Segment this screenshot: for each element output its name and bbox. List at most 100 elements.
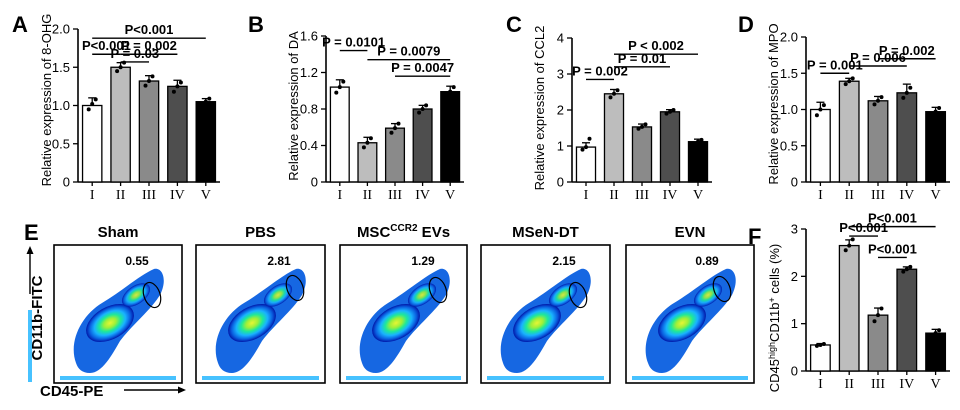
panel-e-xlabel: CD45-PE bbox=[40, 383, 103, 400]
flow-gate-value: 2.15 bbox=[552, 254, 576, 268]
flow-baseline-strip bbox=[632, 376, 748, 380]
flow-plot-title-sup: CCR2 bbox=[390, 223, 418, 234]
flow-plot: EVN 0.89 bbox=[625, 224, 755, 384]
panel-a-bar bbox=[81, 104, 103, 183]
panel-b-category-label: III bbox=[388, 188, 402, 203]
panel-f-data-point bbox=[904, 267, 909, 272]
flow-gate bbox=[285, 274, 305, 302]
panel-a-ytick-label: 2.0 bbox=[52, 22, 70, 37]
panel-f-bar bbox=[925, 332, 947, 372]
panel-c-data-point bbox=[584, 145, 588, 150]
panel-f-ylabel: CD45highCD11b+ cells (%) bbox=[767, 244, 782, 393]
panel-a-data-point bbox=[118, 65, 123, 70]
panel-a-data-point bbox=[178, 80, 183, 85]
panel-c-data-point bbox=[664, 111, 669, 116]
flow-baseline-strip bbox=[60, 376, 176, 380]
panel-a-ytick-label: 1.5 bbox=[52, 60, 70, 75]
panel-d-significance-label: P = 0.002 bbox=[879, 43, 935, 58]
panel-f-data-point bbox=[872, 319, 877, 324]
panel-d-significance-label: P = 0.006 bbox=[850, 50, 906, 65]
panel-d-data-point bbox=[904, 90, 909, 95]
panel-d-category-label: I bbox=[818, 188, 823, 203]
panel-a-ylabel: Relative expression of 8-OHG bbox=[39, 14, 54, 187]
panel-a-data-point bbox=[203, 99, 208, 104]
panel-a-data-point bbox=[175, 84, 180, 89]
panel-f-bar bbox=[896, 268, 918, 372]
panel-d-data-point bbox=[901, 95, 906, 100]
panel-f-data-point bbox=[937, 328, 942, 333]
panel-a-data-point bbox=[143, 83, 148, 88]
panel-e-ylabel: CD11b-FITC bbox=[29, 275, 46, 360]
panel-a-data-point bbox=[207, 96, 212, 101]
panel-d-data-point bbox=[814, 113, 819, 118]
panel-c-data-point bbox=[692, 141, 697, 146]
flow-gate-value: 1.29 bbox=[411, 254, 435, 268]
panel-d-data-point bbox=[843, 82, 848, 87]
panel-f-ytick-label: 2 bbox=[791, 269, 798, 284]
panel-d-bar bbox=[838, 80, 860, 183]
flow-baseline-strip bbox=[202, 376, 319, 380]
panel-a-bar bbox=[167, 85, 188, 183]
panel-f-data-point bbox=[901, 269, 906, 274]
panel-d-data-point bbox=[937, 106, 942, 111]
panel-a-data-point bbox=[200, 103, 205, 108]
panel-b-data-point bbox=[361, 145, 366, 150]
panel-f-significance-label: P<0.001 bbox=[868, 211, 917, 226]
flow-density-arm bbox=[693, 283, 723, 307]
flow-gate bbox=[142, 281, 162, 309]
panel-b-data-point bbox=[424, 103, 429, 108]
panel-f-bar bbox=[809, 344, 831, 372]
panel-f-ylabel-c: CD11b bbox=[767, 302, 782, 342]
panel-a-significance-label: P = 0.03 bbox=[111, 46, 160, 61]
panel-f-significance-label: P<0.001 bbox=[868, 241, 917, 256]
flow-baseline-strip bbox=[487, 376, 604, 380]
flow-plot: PBS 2.81 bbox=[195, 224, 326, 384]
panel-c-ytick-label: 4 bbox=[557, 31, 564, 46]
panel-c-ytick-label: 1 bbox=[557, 139, 564, 154]
flow-plot-title-suffix: EVs bbox=[418, 224, 451, 241]
panel-c-ylabel: Relative expression of CCL2 bbox=[532, 26, 547, 191]
panel-f-data-point bbox=[847, 243, 852, 248]
panel-b-category-label: I bbox=[337, 188, 342, 203]
panel-c-data-point bbox=[636, 126, 641, 131]
panel-c-significance-label: P < 0.002 bbox=[628, 38, 684, 53]
flow-plot-title-main: EVN bbox=[675, 224, 706, 241]
panel-d-category-label: V bbox=[931, 188, 941, 203]
panel-letter-e: E bbox=[24, 220, 39, 245]
flow-gate bbox=[568, 281, 588, 309]
flow-plot-title-main: Sham bbox=[98, 224, 139, 241]
flow-gate-value: 0.55 bbox=[125, 254, 149, 268]
panel-f-data-point bbox=[908, 264, 913, 269]
panel-d-ytick-label: 0.5 bbox=[780, 138, 798, 153]
panel-c-data-point bbox=[608, 95, 613, 100]
panel-f-data-point bbox=[821, 342, 826, 347]
panel-d-data-point bbox=[876, 98, 880, 103]
panel-b-data-point bbox=[420, 107, 425, 111]
panel-c-data-point bbox=[699, 137, 704, 142]
panel-f-ytick-label: 1 bbox=[791, 316, 798, 331]
panel-f-ylabel-b: high bbox=[767, 342, 777, 359]
flow-plots: Sham 0.55 PBS 2.81 MSCCCR2 EVs 1.29 MSeN-DT 2.1… bbox=[28, 223, 755, 384]
panel-d-data-point bbox=[872, 102, 877, 107]
panel-b-data-point bbox=[334, 90, 339, 95]
flow-plot: Sham 0.55 bbox=[53, 224, 183, 384]
panel-b-data-point bbox=[389, 130, 394, 135]
panel-e-xarrow-head bbox=[178, 386, 186, 394]
panel-f-significance-label: P<0.001 bbox=[839, 220, 888, 235]
panel-c-data-point bbox=[587, 136, 592, 141]
flow-plot: MSeN-DT 2.15 bbox=[480, 224, 611, 384]
flow-gate bbox=[712, 275, 732, 303]
panel-b-significance-label: P = 0.0101 bbox=[322, 35, 385, 50]
panel-c-bar bbox=[659, 111, 681, 183]
panel-b-category-label: IV bbox=[415, 188, 430, 203]
panel-c-data-point bbox=[671, 108, 676, 112]
panel-d-data-point bbox=[908, 85, 913, 90]
panel-c-data-point bbox=[640, 124, 644, 129]
flow-plot-title-main: PBS bbox=[245, 224, 276, 241]
panel-f-ylabel-e: cells (%) bbox=[767, 244, 782, 297]
flow-density-core bbox=[372, 304, 420, 342]
panel-d-data-point bbox=[879, 95, 884, 100]
panel-d-category-label: III bbox=[871, 188, 885, 203]
